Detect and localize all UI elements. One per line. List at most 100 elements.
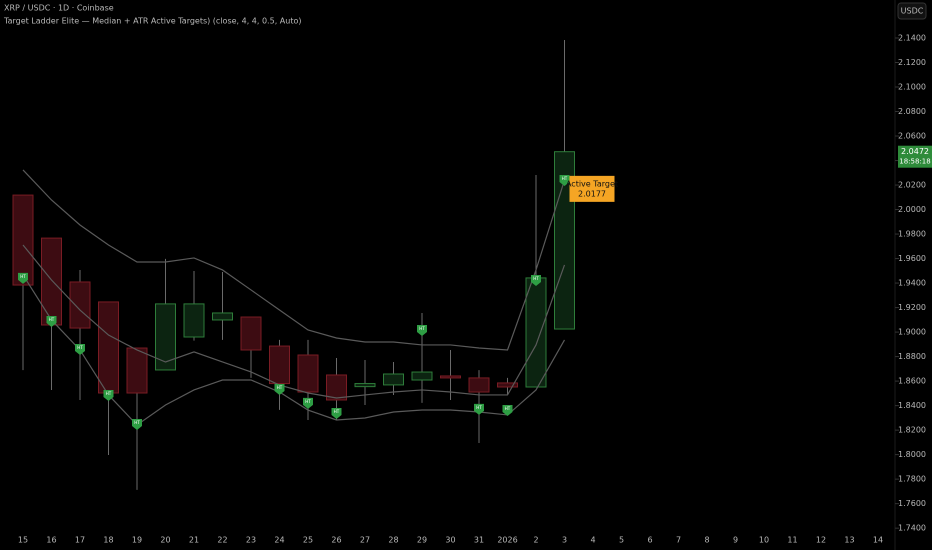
candle-body (297, 354, 319, 393)
x-tick-label: 27 (360, 536, 370, 545)
chart-title: XRP / USDC · 1D · Coinbase (4, 4, 114, 13)
y-tick-label: 1.9400 (898, 279, 926, 288)
x-tick-label: 29 (417, 536, 427, 545)
ht-marker-label: HT (277, 385, 283, 390)
x-tick-label: 24 (274, 536, 284, 545)
ht-marker-label: HT (20, 274, 26, 279)
x-tick-label: 20 (160, 536, 170, 545)
x-tick-label: 2 (533, 536, 538, 545)
ht-marker-label: HT (334, 409, 340, 414)
x-tick-label: 3 (562, 536, 567, 545)
candle-body (440, 375, 461, 379)
candle-body (269, 345, 290, 385)
active-target-value: 2.0177 (578, 189, 606, 198)
band-line (22, 244, 566, 399)
x-tick-label: 31 (474, 536, 484, 545)
ht-marker-label: HT (562, 176, 568, 181)
candle-body (41, 237, 62, 326)
x-tick-label: 28 (388, 536, 398, 545)
price-tag (898, 145, 932, 168)
y-tick-label: 1.9800 (898, 230, 926, 239)
x-tick-label: 8 (704, 536, 709, 545)
y-tick-label: 2.1000 (898, 83, 926, 92)
y-tick-label: 1.8000 (898, 450, 926, 459)
y-tick-label: 1.7400 (898, 524, 926, 533)
x-tick-label: 23 (246, 536, 256, 545)
candle-body (497, 382, 518, 388)
y-tick-label: 1.9200 (898, 303, 926, 312)
band-line (22, 169, 566, 351)
ht-marker (474, 403, 484, 415)
x-tick-label: 9 (733, 536, 738, 545)
candle-body (354, 383, 376, 388)
ht-marker (274, 383, 285, 395)
x-tick-label: 19 (132, 536, 142, 545)
y-tick-label: 2.0600 (898, 132, 926, 141)
price-tag-value: 2.0472 (901, 147, 929, 156)
candle-body (69, 281, 91, 329)
ht-marker-label: HT (77, 345, 83, 350)
price-tag-countdown: 18:58:18 (899, 158, 930, 166)
x-tick-label: 11 (787, 536, 797, 545)
candle-body (155, 303, 176, 371)
ht-marker (502, 405, 513, 417)
ht-marker-label: HT (49, 317, 55, 322)
ht-marker (559, 175, 570, 187)
candle-body (326, 374, 347, 401)
y-tick-label: 2.0800 (898, 107, 926, 116)
currency-label: USDC (901, 7, 924, 16)
y-tick-label: 1.8800 (898, 352, 926, 361)
x-tick-label: 2026 (497, 536, 517, 545)
candle-body (240, 316, 262, 351)
active-target-label: Active Target (566, 179, 618, 188)
ht-marker (417, 325, 427, 337)
x-tick-label: 7 (676, 536, 681, 545)
candle-body (525, 277, 547, 388)
x-tick-label: 13 (844, 536, 854, 545)
ht-marker (75, 344, 85, 356)
ht-marker-label: HT (419, 326, 425, 331)
x-tick-label: 14 (873, 536, 883, 545)
ht-marker-label: HT (134, 420, 140, 425)
candle-body (212, 312, 233, 321)
candle-body (98, 301, 119, 394)
ht-marker-label: HT (476, 405, 482, 410)
indicator-title: Target Ladder Elite — Median + ATR Activ… (3, 17, 301, 26)
y-tick-label: 1.9600 (898, 254, 926, 263)
y-tick-label: 2.1200 (898, 58, 926, 67)
x-tick-label: 21 (189, 536, 199, 545)
ht-marker (531, 275, 541, 287)
ht-marker (132, 419, 142, 430)
x-tick-label: 30 (445, 536, 455, 545)
ht-marker (331, 407, 342, 419)
candle-body (411, 371, 433, 381)
ht-marker (46, 315, 57, 327)
ht-marker-label: HT (106, 391, 112, 396)
y-tick-label: 1.9000 (898, 328, 926, 337)
candle-body (183, 303, 205, 338)
y-tick-label: 1.7600 (898, 499, 926, 508)
y-tick-label: 2.0200 (898, 181, 926, 190)
ht-marker (103, 389, 114, 401)
y-tick-label: 1.8400 (898, 401, 926, 410)
x-tick-label: 6 (647, 536, 652, 545)
y-tick-label: 2.0000 (898, 205, 926, 214)
x-tick-label: 26 (331, 536, 341, 545)
candle-body (468, 377, 490, 393)
x-tick-label: 25 (303, 536, 313, 545)
currency-button[interactable] (897, 2, 927, 20)
y-tick-label: 1.8600 (898, 377, 926, 386)
y-tick-label: 1.8200 (898, 426, 926, 435)
x-tick-label: 4 (590, 536, 595, 545)
band-line (22, 274, 566, 426)
ht-marker-label: HT (305, 399, 311, 404)
x-tick-label: 5 (619, 536, 624, 545)
x-tick-label: 12 (816, 536, 826, 545)
active-target-box (569, 175, 615, 202)
candle-body (383, 373, 404, 386)
x-tick-label: 10 (759, 536, 769, 545)
x-tick-label: 17 (75, 536, 85, 545)
